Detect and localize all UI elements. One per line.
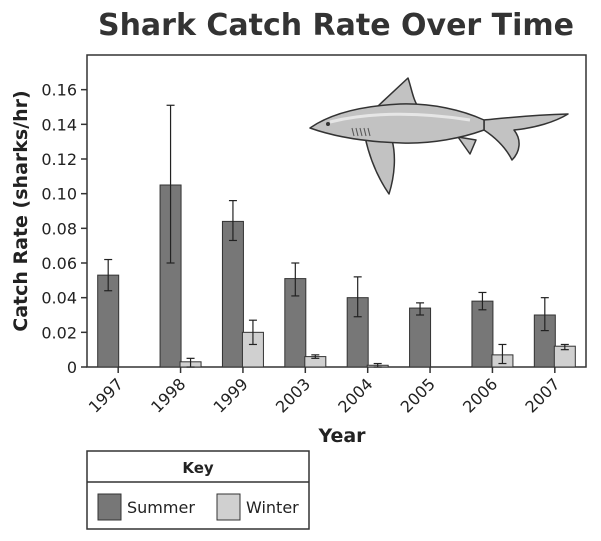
error-bar-winter-2007 [560, 343, 569, 351]
error-bar-summer-2007 [540, 297, 549, 332]
error-bar-winter-2004 [373, 362, 382, 368]
error-bar-summer-2006 [478, 291, 487, 311]
y-axis: 0 0.02 0.04 0.06 0.08 0.10 0.12 0.14 0.16 [41, 81, 87, 377]
error-bar-summer-1997 [104, 258, 113, 292]
error-bars [104, 104, 569, 368]
x-tick-label: 1998 [147, 374, 189, 416]
legend-label-winter: Winter [246, 498, 299, 517]
error-bar-summer-2005 [416, 302, 425, 316]
y-tick-label: 0.10 [41, 185, 77, 204]
shark-tail [483, 113, 569, 161]
legend-title: Key [182, 459, 214, 477]
x-axis-title: Year [317, 425, 366, 447]
shark-pectoral-fin [364, 136, 396, 195]
x-axis: 1997 1998 1999 2003 2004 2005 2006 2007 [85, 367, 564, 417]
error-bar-summer-1999 [228, 200, 237, 242]
shark-pelvic-fin [457, 136, 477, 155]
legend-frame [86, 450, 310, 530]
legend-swatch-winter [216, 493, 241, 521]
x-tick-label: 2004 [334, 374, 376, 416]
x-tick-label: 2007 [521, 374, 563, 416]
error-bar-summer-2004 [353, 276, 362, 318]
shark-illustration [309, 77, 569, 195]
error-bar-summer-2003 [291, 262, 300, 297]
bar-summer-2006 [471, 300, 494, 368]
error-bar-winter-2003 [311, 354, 320, 359]
shark-eye [326, 122, 330, 126]
y-tick-label: 0.08 [41, 219, 77, 238]
x-tick-label: 1999 [210, 374, 252, 416]
y-tick-label: 0.06 [41, 254, 77, 273]
bar-summer-2005 [409, 307, 432, 368]
error-bar-winter-1999 [248, 319, 257, 346]
bar-summer-1999 [221, 220, 244, 368]
chart-title: Shark Catch Rate Over Time [98, 8, 574, 43]
x-tick-label: 2005 [397, 374, 439, 416]
y-tick-label: 0.14 [41, 115, 77, 134]
error-bar-summer-1998 [166, 104, 175, 264]
error-bar-winter-1998 [186, 357, 195, 368]
y-tick-label: 0.16 [41, 81, 77, 100]
y-tick-label: 0.02 [41, 323, 77, 342]
x-tick-label: 1997 [85, 374, 127, 416]
y-tick-label: 0.04 [41, 289, 77, 308]
shark-body-highlight [329, 112, 471, 124]
legend-swatch-summer [97, 493, 122, 521]
error-bar-winter-2006 [498, 343, 507, 365]
shark-gills [351, 127, 371, 137]
y-tick-label: 0 [67, 358, 77, 377]
y-tick-label: 0.12 [41, 150, 77, 169]
y-axis-title: Catch Rate (sharks/hr) [10, 90, 32, 331]
x-tick-label: 2003 [272, 374, 314, 416]
legend-label-summer: Summer [127, 498, 195, 517]
legend: Key Summer Winter [86, 450, 310, 530]
x-tick-label: 2006 [459, 374, 501, 416]
